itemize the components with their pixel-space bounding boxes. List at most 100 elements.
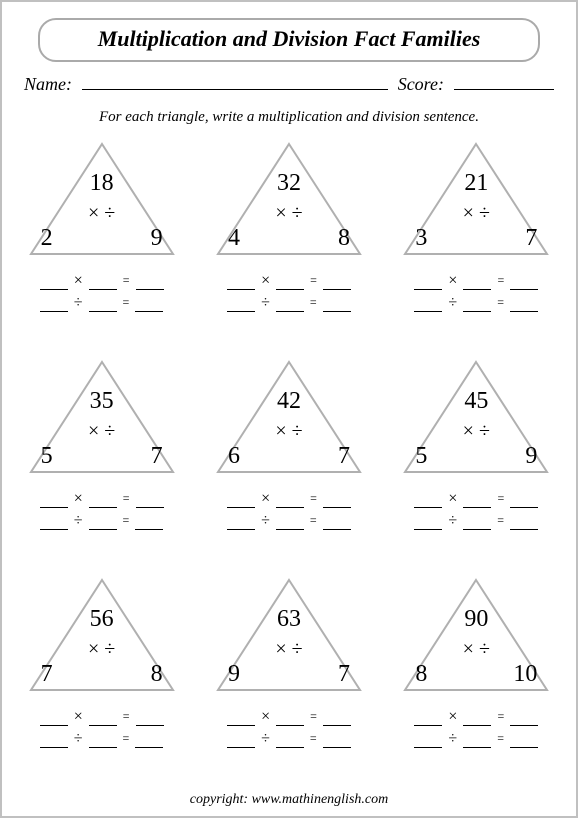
triangle-ops: × ÷ xyxy=(27,202,177,225)
answer-blank[interactable] xyxy=(136,276,164,290)
answer-blank[interactable] xyxy=(136,712,164,726)
op-symbol: × xyxy=(72,490,85,508)
equals-symbol: = xyxy=(308,513,319,530)
answer-blank[interactable] xyxy=(40,516,68,530)
answer-blank[interactable] xyxy=(463,516,491,530)
answer-blank[interactable] xyxy=(463,276,491,290)
op-symbol: × xyxy=(259,708,272,726)
op-symbol: × xyxy=(259,490,272,508)
triangle: 56× ÷78 xyxy=(27,576,177,694)
answer-blank[interactable] xyxy=(510,734,538,748)
answer-blank[interactable] xyxy=(510,516,538,530)
score-input-line[interactable] xyxy=(454,74,554,90)
triangle-top-number: 21 xyxy=(401,170,551,197)
answer-blank[interactable] xyxy=(510,276,538,290)
answer-blank[interactable] xyxy=(414,712,442,726)
answer-blank[interactable] xyxy=(40,276,68,290)
answer-blank[interactable] xyxy=(276,516,304,530)
answer-blank[interactable] xyxy=(276,712,304,726)
triangle-right-number: 10 xyxy=(513,661,537,688)
answer-blank[interactable] xyxy=(89,494,117,508)
answer-blank[interactable] xyxy=(463,494,491,508)
answer-blank[interactable] xyxy=(135,734,163,748)
answer-blank[interactable] xyxy=(135,516,163,530)
equals-symbol: = xyxy=(495,709,506,726)
answer-blank[interactable] xyxy=(89,298,117,312)
op-symbol: ÷ xyxy=(259,512,272,530)
equals-symbol: = xyxy=(308,491,319,508)
equation-row: ×= xyxy=(414,708,538,726)
answer-blank[interactable] xyxy=(89,734,117,748)
answer-blank[interactable] xyxy=(414,494,442,508)
problem-cell: 18× ÷29 ×=÷= xyxy=(20,140,183,350)
equation-row: ÷= xyxy=(40,730,164,748)
answer-blank[interactable] xyxy=(40,734,68,748)
answer-blank[interactable] xyxy=(227,276,255,290)
answer-blank[interactable] xyxy=(40,712,68,726)
answer-blank[interactable] xyxy=(414,276,442,290)
answer-blank[interactable] xyxy=(510,494,538,508)
equation-row: ÷= xyxy=(227,294,351,312)
answer-blank[interactable] xyxy=(323,516,351,530)
answer-blank[interactable] xyxy=(135,298,163,312)
equations: ×=÷= xyxy=(40,268,164,316)
answer-blank[interactable] xyxy=(463,298,491,312)
answer-blank[interactable] xyxy=(227,516,255,530)
equals-symbol: = xyxy=(121,513,132,530)
answer-blank[interactable] xyxy=(227,494,255,508)
problem-cell: 21× ÷37×=÷= xyxy=(395,140,558,350)
answer-blank[interactable] xyxy=(510,298,538,312)
page-title: Multiplication and Division Fact Familie… xyxy=(40,26,538,52)
equals-symbol: = xyxy=(308,295,319,312)
instructions: For each triangle, write a multiplicatio… xyxy=(20,109,558,126)
equation-row: ×= xyxy=(40,490,164,508)
answer-blank[interactable] xyxy=(136,494,164,508)
equation-row: ÷= xyxy=(414,512,538,530)
answer-blank[interactable] xyxy=(323,734,351,748)
equation-row: ÷= xyxy=(40,294,164,312)
answer-blank[interactable] xyxy=(40,494,68,508)
answer-blank[interactable] xyxy=(463,734,491,748)
answer-blank[interactable] xyxy=(510,712,538,726)
answer-blank[interactable] xyxy=(40,298,68,312)
equations: ×=÷= xyxy=(227,704,351,752)
answer-blank[interactable] xyxy=(323,276,351,290)
equals-symbol: = xyxy=(495,295,506,312)
answer-blank[interactable] xyxy=(89,516,117,530)
problem-cell: 32× ÷48×=÷= xyxy=(207,140,370,350)
answer-blank[interactable] xyxy=(89,276,117,290)
triangle-left-number: 5 xyxy=(41,443,53,470)
answer-blank[interactable] xyxy=(276,276,304,290)
answer-blank[interactable] xyxy=(463,712,491,726)
answer-blank[interactable] xyxy=(323,494,351,508)
triangle: 42× ÷67 xyxy=(214,358,364,476)
answer-blank[interactable] xyxy=(323,712,351,726)
triangle: 18× ÷29 xyxy=(27,140,177,258)
answer-blank[interactable] xyxy=(414,516,442,530)
op-symbol: × xyxy=(259,272,272,290)
triangle-right-number: 8 xyxy=(151,661,163,688)
triangle: 63× ÷97 xyxy=(214,576,364,694)
answer-blank[interactable] xyxy=(276,298,304,312)
answer-blank[interactable] xyxy=(227,298,255,312)
name-input-line[interactable] xyxy=(82,74,388,90)
answer-blank[interactable] xyxy=(276,494,304,508)
equations: ×= ÷= xyxy=(414,486,538,534)
triangle-ops: × ÷ xyxy=(401,202,551,225)
title-box: Multiplication and Division Fact Familie… xyxy=(38,18,540,62)
answer-blank[interactable] xyxy=(323,298,351,312)
equations: ×=÷= xyxy=(40,486,164,534)
equation-row: ×= xyxy=(414,490,538,508)
equals-symbol: = xyxy=(308,731,319,748)
answer-blank[interactable] xyxy=(89,712,117,726)
answer-blank[interactable] xyxy=(414,298,442,312)
answer-blank[interactable] xyxy=(227,712,255,726)
answer-blank[interactable] xyxy=(414,734,442,748)
answer-blank[interactable] xyxy=(276,734,304,748)
op-symbol: ÷ xyxy=(446,730,459,748)
name-label: Name: xyxy=(24,74,72,95)
triangle-right-number: 9 xyxy=(151,225,163,252)
answer-blank[interactable] xyxy=(227,734,255,748)
triangle: 35× ÷57 xyxy=(27,358,177,476)
op-symbol: ÷ xyxy=(259,730,272,748)
